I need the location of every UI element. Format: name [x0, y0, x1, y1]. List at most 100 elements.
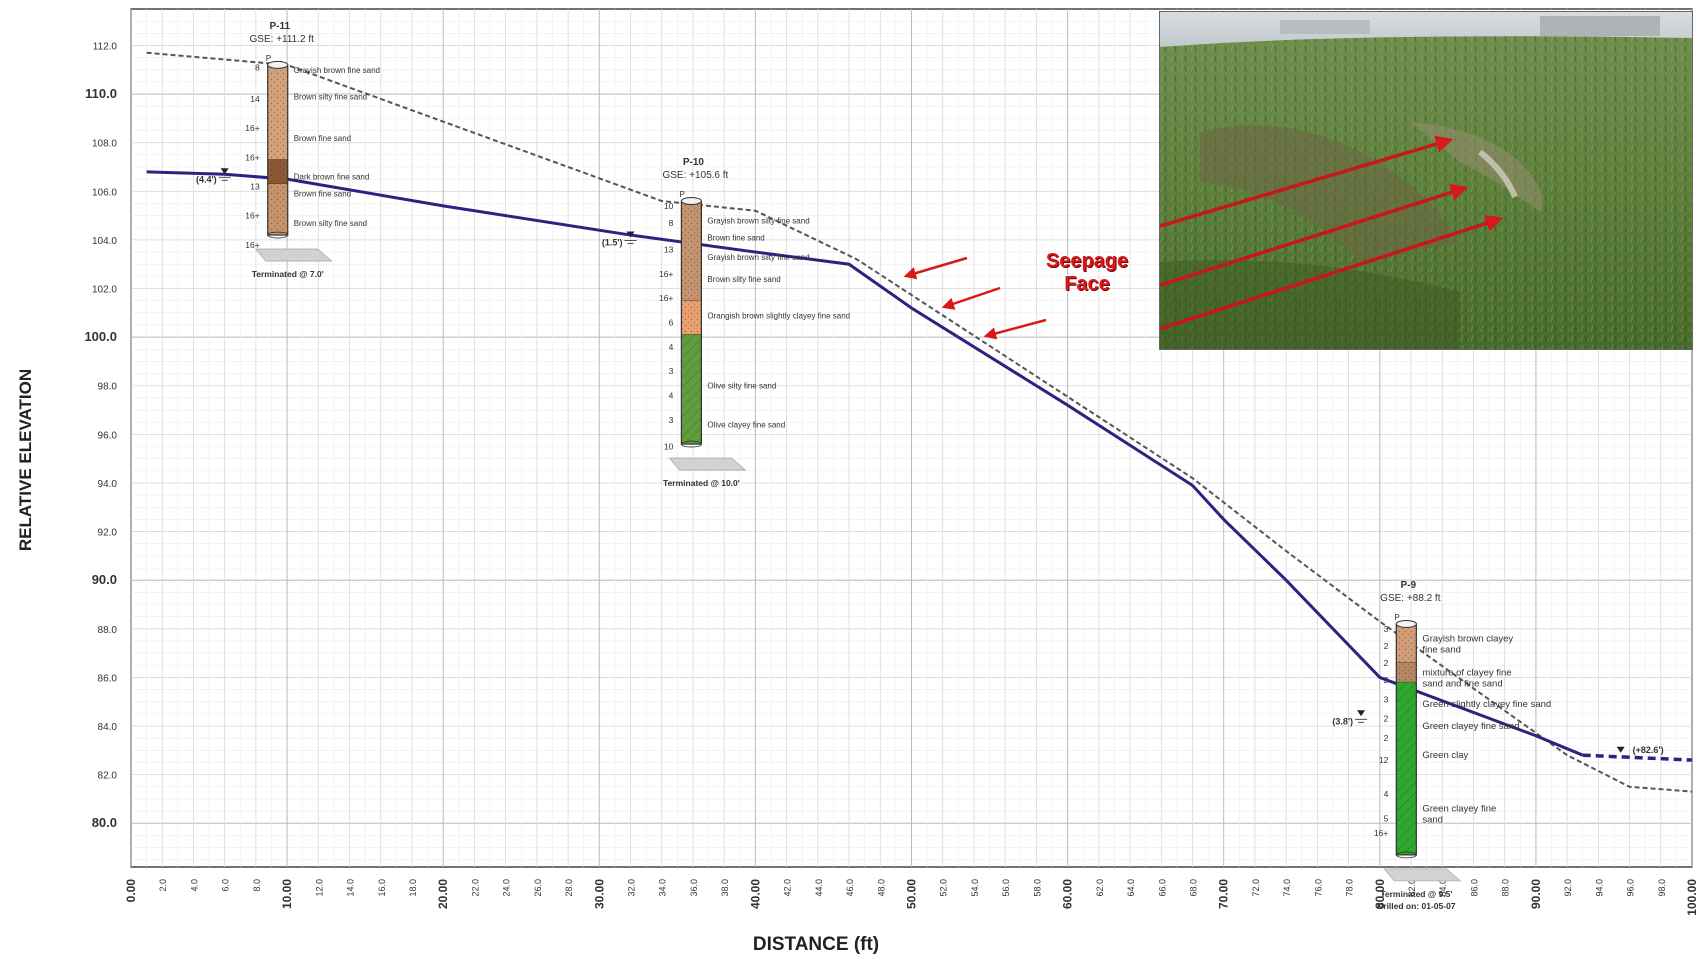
blow-count: 6: [669, 318, 674, 328]
x-tick-label: 100.00: [1685, 879, 1698, 916]
x-tick-label: 92.0: [1563, 879, 1573, 897]
x-tick-label: 34.0: [658, 879, 668, 897]
boring-id: P-9: [1401, 580, 1417, 591]
boring-id: P-10: [683, 157, 705, 168]
boring-layer-pattern: [1396, 682, 1417, 855]
x-tick-label: 4.0: [189, 879, 199, 892]
x-tick-label: 22.0: [470, 879, 480, 897]
blow-count: 8: [255, 62, 260, 72]
layer-description: Brown fine sand: [294, 190, 351, 199]
boring-gse: GSE: +111.2 ft: [250, 34, 315, 45]
boring-layer-pattern: [681, 201, 702, 301]
x-tick-label: 24.0: [502, 879, 512, 897]
layer-description: mixture of clayey fine: [1422, 668, 1511, 679]
x-tick-label: 68.0: [1188, 879, 1198, 897]
photo-arrow-3: [1160, 214, 1504, 331]
y-tick-label: 92.0: [98, 528, 118, 539]
layer-description: Brown silty fine sand: [707, 275, 780, 284]
boring-bottom: [1395, 851, 1417, 859]
water-level-icon: [220, 168, 229, 175]
layer-description: Brown silty fine sand: [294, 93, 367, 102]
boring-p-9: P P-9 GSE: +88.2 ft 3 2 2 2 3 2 2 12 4 5 16+ Grayish b…: [1332, 580, 1551, 911]
boring-layer-pattern: [267, 64, 288, 160]
boring-layer-pattern: [267, 184, 288, 236]
x-tick-label: 50.00: [905, 879, 919, 909]
blow-count: 16+: [659, 269, 673, 279]
y-tick-label: 100.0: [84, 329, 117, 344]
y-tick-label: 108.0: [92, 139, 117, 150]
x-tick-label: 70.00: [1217, 879, 1231, 909]
y-tick-label: 98.0: [98, 382, 118, 393]
layer-description: Green clayey fine sand: [1422, 721, 1519, 732]
layer-description: Brown silty fine sand: [294, 219, 367, 228]
x-tick-label: 76.0: [1313, 879, 1323, 897]
y-tick-label: 94.0: [98, 479, 118, 490]
boring-base: [254, 248, 333, 262]
x-tick-label: 0.00: [124, 879, 138, 903]
layer-description: Brown fine sand: [707, 233, 764, 242]
boring-marker: P: [266, 54, 271, 63]
x-tick-label: 16.0: [377, 879, 387, 897]
x-tick-label: 94.0: [1594, 879, 1604, 897]
y-tick-label: 104.0: [92, 236, 117, 247]
photo-arrow-1: [1160, 135, 1454, 228]
y-tick-label: 110.0: [85, 86, 117, 101]
y-tick-label: 82.0: [98, 771, 118, 782]
blow-count: 13: [664, 245, 674, 255]
layer-description: Grayish brown clayey: [1422, 634, 1513, 645]
x-tick-label: 82.0: [1407, 879, 1417, 897]
x-tick-label: 30.00: [592, 879, 606, 909]
y-tick-label: 106.0: [92, 187, 117, 198]
boring-layer-pattern: [267, 159, 288, 185]
boring-layer-pattern: [1396, 662, 1417, 683]
y-axis-label: RELATIVE ELEVATION: [16, 369, 35, 551]
blow-count: 14: [250, 94, 260, 104]
x-tick-label: 72.0: [1251, 879, 1261, 897]
seepage-face-label: Seepage Face: [1012, 250, 1162, 296]
blow-count: 4: [1384, 789, 1389, 799]
blow-count: 3: [1384, 694, 1389, 704]
layer-description-cont: fine sand: [1422, 645, 1461, 656]
boring-terminated: Terminated @ 10.0': [663, 478, 740, 488]
x-tick-label: 12.0: [314, 879, 324, 897]
blow-count: 3: [669, 366, 674, 376]
blow-count: 2: [1384, 714, 1389, 724]
blow-count: 3: [1384, 624, 1389, 634]
free-labels: (+82.6'): [1616, 745, 1664, 755]
blow-count: 10: [664, 442, 674, 452]
x-tick-label: 74.0: [1282, 879, 1292, 897]
x-tick-label: 44.0: [814, 879, 824, 897]
boring-bottom: [680, 440, 702, 448]
blow-count: 12: [1379, 755, 1389, 765]
x-tick-label: 56.0: [1001, 879, 1011, 897]
blow-count: 16+: [245, 152, 259, 162]
boring-layer-pattern: [681, 300, 702, 335]
y-tick-label: 102.0: [92, 285, 117, 296]
boring-p-10: P P-10 GSE: +105.6 ft 10 8 13 16+ 16+ 6 4 3 4 3 10 Gra…: [602, 157, 850, 488]
profile-line-solid-navy: [146, 170, 1584, 757]
water-level-icon: [1357, 710, 1366, 717]
seepage-arrow-1: [903, 256, 968, 280]
blow-count: 13: [250, 181, 260, 191]
blow-count: 2: [1384, 658, 1389, 668]
y-tick-label: 86.0: [98, 673, 118, 684]
boring-base: [1383, 868, 1462, 882]
x-tick-label: 36.0: [689, 879, 699, 897]
y-tick-label: 112.0: [93, 41, 118, 52]
grid: [130, 9, 1693, 867]
photo-arrow-2: [1160, 183, 1469, 288]
x-tick-label: 8.0: [252, 879, 262, 892]
x-tick-label: 10.00: [280, 879, 294, 909]
blow-count: 16+: [245, 240, 259, 250]
x-tick-label: 42.0: [783, 879, 793, 897]
x-tick-label: 96.0: [1626, 879, 1636, 897]
x-tick-label: 32.0: [627, 879, 637, 897]
x-tick-label: 90.00: [1529, 879, 1543, 909]
blow-count: 4: [669, 390, 674, 400]
boring-cap: [680, 197, 702, 206]
boring-base: [668, 457, 747, 471]
blow-count: 16+: [245, 123, 259, 133]
boring-gse: GSE: +105.6 ft: [662, 170, 728, 181]
x-tick-label: 46.0: [845, 879, 855, 897]
blow-count: 2: [1384, 641, 1389, 651]
